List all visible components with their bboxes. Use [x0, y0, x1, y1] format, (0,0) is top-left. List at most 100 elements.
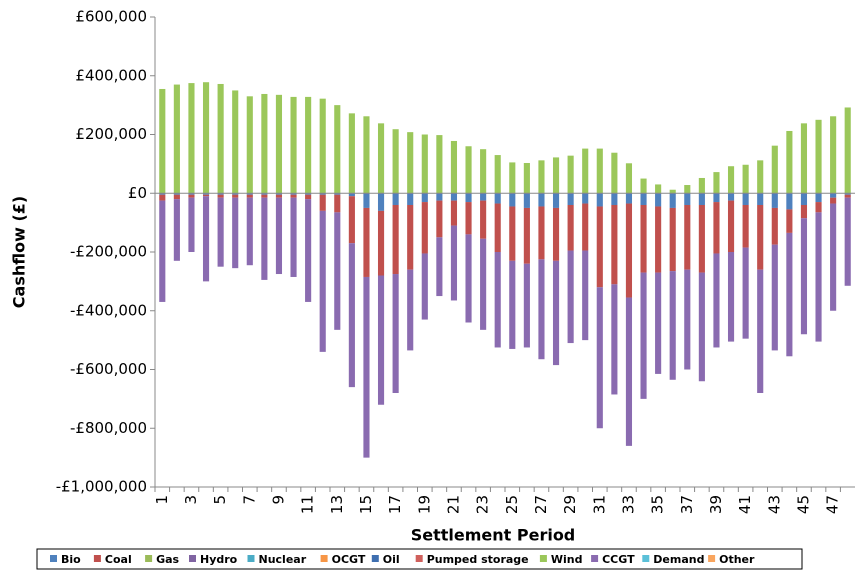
- legend-label: CCGT: [602, 553, 635, 566]
- bar-segment: [523, 193, 530, 208]
- bar-segment: [450, 225, 458, 301]
- bar-segment: [727, 166, 735, 194]
- bar-segment: [334, 212, 341, 330]
- bar-segment: [509, 162, 516, 194]
- bar-segment: [582, 193, 589, 204]
- bar-segment: [611, 152, 618, 194]
- bar-segment: [407, 132, 414, 194]
- legend-label: Pumped storage: [427, 553, 529, 566]
- bar-segment: [436, 193, 443, 201]
- x-tick-label: 17: [386, 495, 404, 514]
- bar-segment: [421, 193, 428, 203]
- x-tick-label: 29: [561, 495, 579, 514]
- bar-segment: [217, 193, 224, 195]
- bar-segment: [596, 287, 603, 429]
- x-tick-label: 7: [240, 495, 258, 505]
- bar-segment: [480, 149, 487, 194]
- bar-segment: [319, 194, 326, 211]
- bar-segment: [800, 205, 808, 219]
- x-tick-label: 39: [707, 495, 725, 514]
- bar-segment: [582, 203, 589, 251]
- bar-segment: [684, 185, 691, 194]
- bar-segment: [786, 130, 793, 194]
- bar-segment: [480, 200, 487, 239]
- bar-segment: [698, 177, 705, 194]
- bar-segment: [392, 193, 399, 205]
- bar-segment: [363, 276, 370, 458]
- legend-label: Oil: [383, 553, 400, 566]
- bar-segment: [290, 197, 297, 277]
- bar-segment: [319, 98, 326, 194]
- bar-segment: [159, 194, 166, 201]
- bar-segment: [625, 193, 633, 204]
- bar-segment: [567, 205, 574, 251]
- x-tick-label: 11: [299, 495, 317, 514]
- x-tick-label: 25: [503, 495, 521, 514]
- bar-segment: [348, 113, 355, 194]
- legend: Bio Coal Gas Hydro Nuclear OCGT Oil Pumped stor…: [50, 553, 755, 566]
- bar-segment: [392, 205, 399, 275]
- bar-segment: [450, 200, 458, 226]
- x-tick-label: 27: [532, 495, 550, 514]
- legend-label: Hydro: [200, 553, 238, 566]
- bar-segment: [684, 269, 691, 370]
- bar-segment: [261, 93, 268, 194]
- bar-segment: [640, 178, 647, 194]
- bar-segment: [261, 193, 268, 195]
- bar-segment: [188, 193, 195, 195]
- bar-segment: [363, 116, 370, 194]
- bar-segment: [261, 194, 268, 198]
- bar-segment: [713, 253, 720, 348]
- bar-segment: [844, 193, 851, 195]
- y-axis-title: Cashflow (£): [10, 196, 29, 308]
- legend-swatch: [415, 555, 423, 562]
- bar-segment: [669, 189, 676, 194]
- x-tick-label: 31: [590, 495, 608, 514]
- bar-segment: [742, 164, 749, 194]
- bar-segment: [830, 116, 837, 194]
- bar-segment: [290, 96, 297, 194]
- bar-segment: [523, 263, 530, 348]
- bar-segment: [771, 193, 778, 208]
- y-tick-label: -£1,000,000: [56, 478, 147, 496]
- bar-segment: [377, 275, 385, 405]
- bar-segment: [494, 193, 501, 204]
- legend-label: OCGT: [332, 553, 366, 566]
- legend-swatch: [642, 555, 650, 562]
- bar-segment: [567, 250, 574, 344]
- bar-segment: [596, 193, 603, 207]
- legend-box: [36, 548, 803, 570]
- x-tick-label: 19: [415, 495, 433, 514]
- legend-swatch: [145, 555, 153, 562]
- y-tick-label: -£400,000: [70, 301, 147, 319]
- bar-segment: [552, 193, 560, 208]
- bar-segment: [786, 232, 793, 357]
- bar-segment: [246, 96, 253, 194]
- bar-segment: [655, 193, 662, 207]
- bar-segment: [582, 250, 589, 341]
- y-tick-label: £600,000: [75, 8, 147, 26]
- bar-segment: [800, 218, 808, 335]
- bar-segment: [275, 194, 283, 198]
- bar-segment: [465, 234, 472, 323]
- x-tick-label: 23: [474, 495, 492, 514]
- bar-segment: [246, 193, 253, 195]
- bar-segment: [217, 197, 224, 267]
- x-tick-label: 15: [357, 495, 375, 514]
- bar-segment: [290, 193, 297, 195]
- bar-segment: [465, 202, 472, 235]
- bar-segment: [173, 84, 180, 194]
- bar-segment: [538, 206, 545, 260]
- bar-segment: [698, 193, 705, 205]
- x-tick-label: 21: [444, 495, 462, 514]
- bar-segment: [246, 194, 253, 198]
- bar-segment: [727, 193, 735, 201]
- bar-segment: [582, 148, 589, 194]
- bar-segment: [757, 269, 764, 393]
- bar-segment: [786, 193, 793, 210]
- bar-segment: [436, 200, 443, 238]
- bar-segment: [202, 194, 210, 197]
- legend-swatch: [539, 555, 547, 562]
- bar-segment: [596, 206, 603, 288]
- bar-segment: [290, 194, 297, 198]
